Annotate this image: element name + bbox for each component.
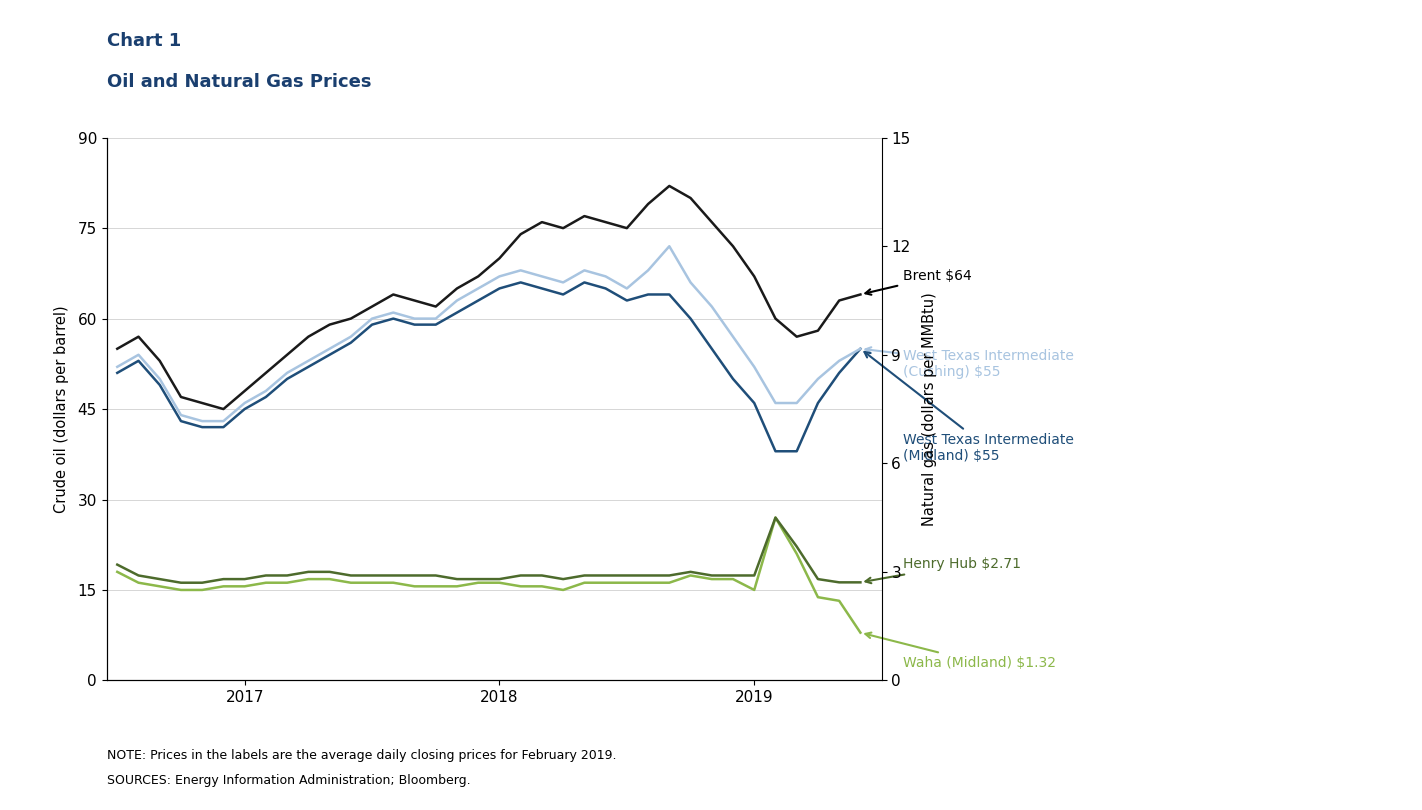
Text: NOTE: Prices in the labels are the average daily closing prices for February 201: NOTE: Prices in the labels are the avera… xyxy=(107,749,616,762)
Text: Oil and Natural Gas Prices: Oil and Natural Gas Prices xyxy=(107,73,371,91)
Text: SOURCES: Energy Information Administration; Bloomberg.: SOURCES: Energy Information Administrati… xyxy=(107,774,471,787)
Text: Brent $64: Brent $64 xyxy=(866,270,971,295)
Y-axis label: Natural gas (dollars per MMBtu): Natural gas (dollars per MMBtu) xyxy=(921,292,937,526)
Text: West Texas Intermediate
(Midland) $55: West Texas Intermediate (Midland) $55 xyxy=(865,352,1074,463)
Text: Chart 1: Chart 1 xyxy=(107,32,181,50)
Text: West Texas Intermediate
(Cushing) $55: West Texas Intermediate (Cushing) $55 xyxy=(866,347,1074,379)
Text: Waha (Midland) $1.32: Waha (Midland) $1.32 xyxy=(866,633,1057,670)
Y-axis label: Crude oil (dollars per barrel): Crude oil (dollars per barrel) xyxy=(54,305,70,513)
Text: Henry Hub $2.71: Henry Hub $2.71 xyxy=(866,557,1021,583)
